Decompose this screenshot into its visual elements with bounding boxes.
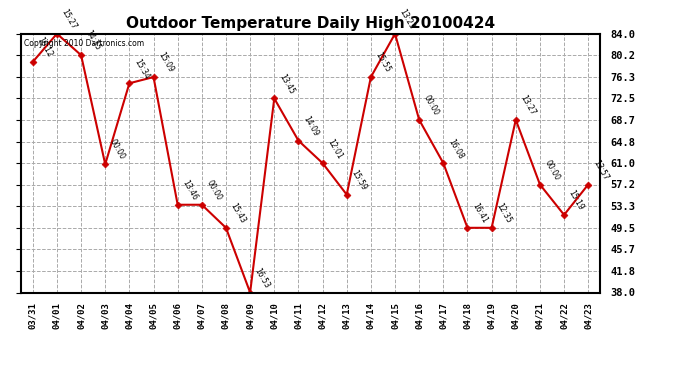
Text: 15:55: 15:55 [374,51,393,74]
Text: 00:00: 00:00 [205,178,224,202]
Text: 14:35: 14:35 [84,29,103,53]
Text: 16:53: 16:53 [253,266,272,290]
Text: 16:12: 16:12 [36,36,54,59]
Text: Copyright 2010 Dartronics.com: Copyright 2010 Dartronics.com [23,39,144,48]
Text: 13:46: 13:46 [181,178,199,202]
Text: 12:01: 12:01 [326,137,344,160]
Text: 12:35: 12:35 [495,202,513,225]
Text: 13:23: 13:23 [398,8,417,31]
Text: 00:00: 00:00 [108,138,127,162]
Text: 13:27: 13:27 [519,94,538,117]
Text: 15:43: 15:43 [229,202,248,225]
Title: Outdoor Temperature Daily High 20100424: Outdoor Temperature Daily High 20100424 [126,16,495,31]
Text: 14:09: 14:09 [302,114,320,138]
Text: 00:00: 00:00 [422,93,441,117]
Text: 16:08: 16:08 [446,137,465,160]
Text: 00:00: 00:00 [543,158,562,182]
Text: 15:19: 15:19 [567,189,586,212]
Text: 15:27: 15:27 [60,8,79,31]
Text: 13:45: 13:45 [277,72,296,96]
Text: 15:34: 15:34 [132,57,151,81]
Text: 15:59: 15:59 [350,168,368,192]
Text: 15:09: 15:09 [157,51,175,74]
Text: 13:57: 13:57 [591,158,610,182]
Text: 16:41: 16:41 [471,202,489,225]
